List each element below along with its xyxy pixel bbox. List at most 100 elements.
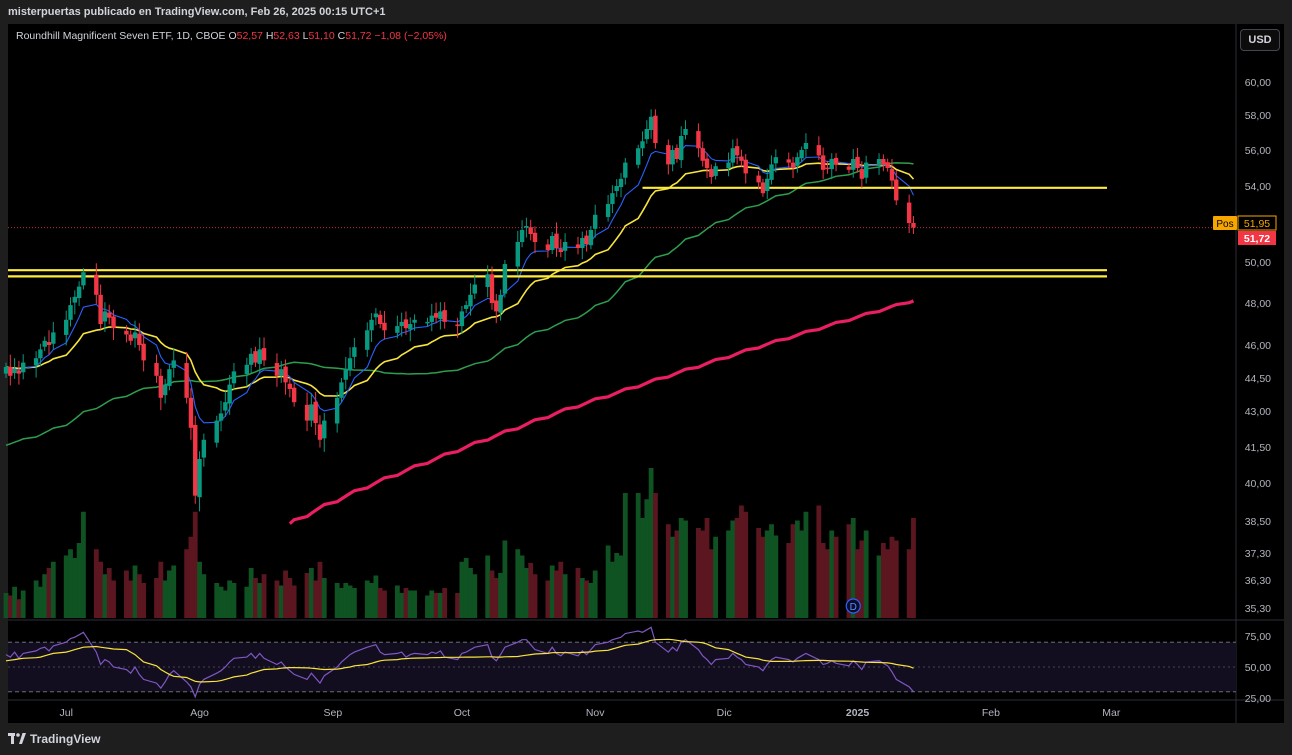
close-value: 51,72 (345, 30, 372, 42)
footer-brand[interactable]: TradingView (8, 732, 100, 746)
candle-body (816, 145, 822, 156)
volume-bar (816, 505, 822, 618)
low-label: L (302, 30, 309, 42)
volume-bar (644, 499, 650, 618)
candle-body (885, 162, 890, 168)
candle-body (459, 311, 465, 327)
candle-body (68, 305, 73, 320)
candle-body (132, 332, 138, 339)
candle-body (339, 382, 344, 398)
candle-body (769, 164, 774, 180)
candle-body (593, 214, 598, 229)
volume-bar (167, 570, 172, 618)
currency-button[interactable]: USD (1240, 29, 1280, 51)
volume-bar (455, 593, 460, 618)
candle-body (846, 166, 852, 170)
candle-body (588, 230, 594, 246)
candle-body (184, 363, 189, 398)
candle-body (334, 397, 340, 424)
volume-bar (442, 588, 448, 618)
candle-body (369, 319, 374, 331)
price-axis-label: 46,00 (1245, 340, 1271, 352)
volume-bar (588, 583, 594, 618)
volume-bar (893, 540, 899, 618)
volume-bar (16, 599, 22, 618)
candle-body (72, 296, 78, 303)
volume-bar (136, 574, 142, 618)
candle-body (313, 401, 318, 423)
candle-body (709, 169, 714, 177)
volume-bar (227, 580, 233, 618)
close-label: C (337, 30, 346, 42)
volume-bar (532, 574, 538, 618)
candle-body (188, 397, 194, 428)
volume-bar (880, 543, 886, 618)
candle-body (549, 236, 555, 250)
candle-body (412, 319, 417, 323)
candle-body (760, 182, 766, 194)
candle-body (623, 162, 628, 178)
volume-bar (519, 555, 525, 618)
time-axis-label: Sep (324, 707, 343, 719)
open-label: O (228, 30, 237, 42)
candle-body (679, 136, 684, 161)
candle-body (911, 223, 916, 228)
candle-body (395, 326, 400, 333)
volume-bar (528, 563, 534, 618)
candle-body (214, 420, 219, 443)
candle-body (498, 294, 503, 313)
volume-bar (833, 536, 839, 618)
candle-body (283, 366, 288, 383)
candle-body (81, 272, 86, 286)
price-axis-label: 48,00 (1245, 298, 1271, 310)
volume-bar (351, 588, 357, 618)
volume-bar (863, 530, 869, 618)
volume-bar (222, 590, 228, 618)
candle-body (42, 340, 47, 347)
pos-price-box (1237, 215, 1277, 231)
candle-body (644, 129, 650, 140)
volume-bar (68, 549, 73, 618)
volume-bar (308, 568, 314, 618)
volume-bar (498, 573, 503, 618)
candle-body (739, 156, 744, 161)
volume-bar (515, 549, 521, 618)
candle-body (377, 314, 383, 324)
candle-body (111, 316, 116, 329)
volume-bar (261, 574, 267, 618)
volume-bar (304, 573, 310, 618)
candle-body (244, 364, 250, 375)
volume-bar (704, 518, 710, 618)
candle-body (425, 321, 430, 324)
volume-bar (394, 585, 400, 618)
volume-bar (820, 543, 826, 618)
candle-body (519, 230, 525, 242)
candle-body (304, 404, 310, 421)
volume-bar (407, 590, 413, 618)
volume-bar (218, 586, 224, 618)
candle-body (580, 238, 585, 248)
candle-body (881, 159, 886, 165)
volume-bar (291, 585, 297, 618)
volume-bar (622, 493, 628, 618)
volume-bar (72, 558, 78, 618)
volume-bar (124, 570, 129, 618)
volume-bar (197, 561, 202, 618)
rsi-axis-label: 75,00 (1245, 631, 1271, 643)
candle-body (636, 148, 641, 165)
candle-body (786, 159, 791, 163)
volume-bar (128, 580, 134, 618)
candle-body (700, 148, 705, 161)
candle-body (889, 169, 895, 181)
volume-bar (850, 518, 856, 618)
candle-body (408, 324, 413, 330)
volume-bar (399, 593, 405, 618)
candle-body (562, 242, 568, 251)
candle-body (545, 244, 551, 250)
candle-body (64, 319, 69, 335)
volume-bar (635, 493, 641, 618)
candle-body (894, 179, 899, 201)
candle-body (605, 204, 611, 217)
candle-body (309, 404, 314, 421)
